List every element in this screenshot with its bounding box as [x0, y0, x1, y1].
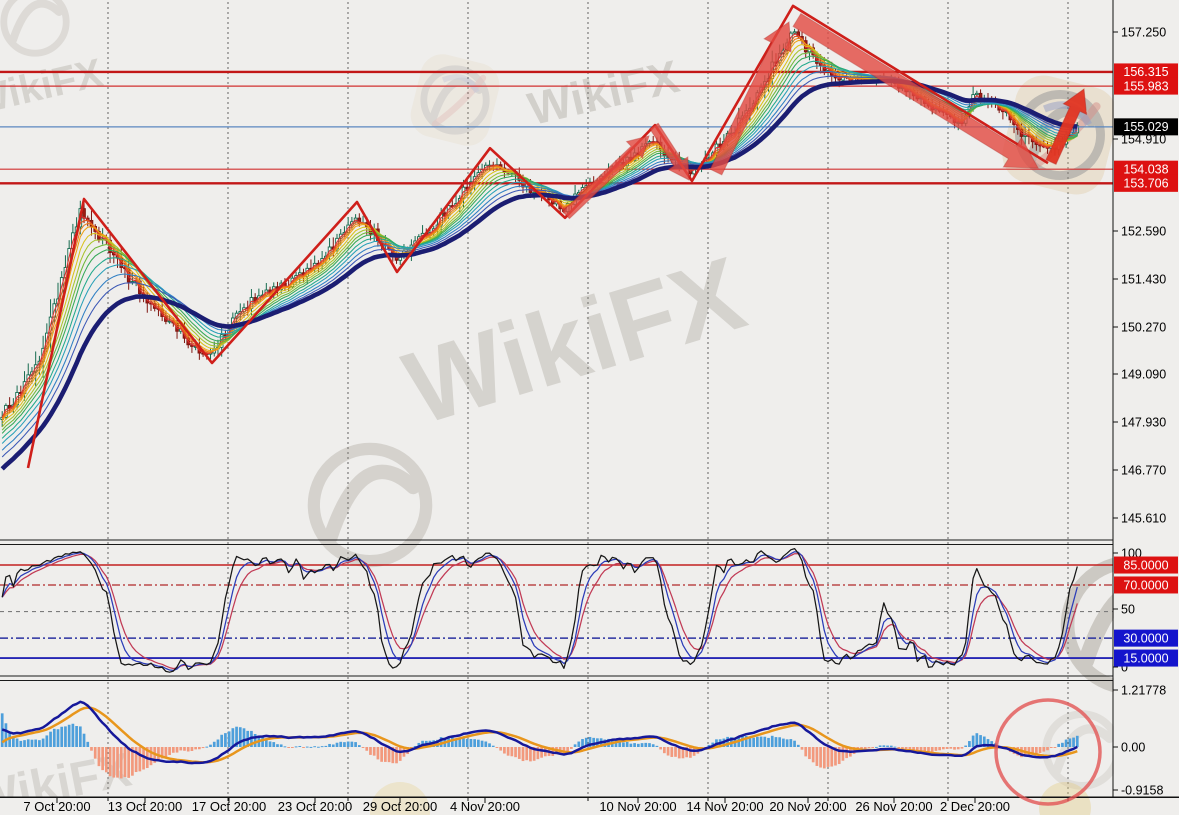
- time-axis[interactable]: 7 Oct 20:00 13 Oct 20:00 17 Oct 20:00 23 Oc…: [23, 797, 1069, 814]
- annotations-top: [994, 698, 1102, 806]
- date-label: 7 Oct 20:00: [23, 799, 90, 814]
- oscillator-level-label: 70.0000: [1123, 578, 1168, 592]
- price-box-label: 153.706: [1123, 177, 1168, 191]
- trend-arrow-up-small: [561, 135, 650, 220]
- alert-price-box: [1114, 160, 1178, 178]
- date-label: 2 Dec 20:00: [940, 799, 1010, 814]
- trend-arrow-up-final: [1045, 88, 1088, 165]
- wikifx-eagle-watermark: [307, 442, 433, 568]
- macd-lines: [1, 700, 1078, 765]
- date-label: 23 Oct 20:00: [278, 799, 352, 814]
- oscillator-level-box: [1114, 629, 1178, 647]
- oscillator-level-box: [1114, 649, 1178, 667]
- date-label: 4 Nov 20:00: [450, 799, 520, 814]
- price-axis-label: 0: [1121, 660, 1128, 674]
- oscillator-level-label: 15.0000: [1123, 651, 1168, 665]
- alert-price-box: [1114, 63, 1178, 81]
- price-axis-label: -0.9158: [1121, 783, 1163, 797]
- price-axis-label: 146.770: [1121, 463, 1166, 477]
- price-box-label: 155.029: [1123, 120, 1168, 134]
- vertical-gridlines: [107, 2, 1069, 796]
- trend-arrows: [561, 12, 1088, 220]
- price-axis-label: 147.930: [1121, 415, 1166, 429]
- price-axis-label: 152.590: [1121, 224, 1166, 238]
- price-box-label: 155.983: [1123, 79, 1168, 93]
- price-axis-label: 150.270: [1121, 320, 1166, 334]
- date-label: 10 Nov 20:00: [599, 799, 676, 814]
- price-axis-label: 151.430: [1121, 272, 1166, 286]
- trend-arrow-down-big: [792, 12, 1039, 169]
- oscillator-lines: [1, 547, 1078, 673]
- trend-arrow-down-small: [649, 122, 690, 181]
- alert-price-box: [1114, 77, 1178, 95]
- horizontal-lines: [0, 70, 1113, 185]
- price-box-label: 154.038: [1123, 162, 1168, 176]
- oscillator-level-label: 85.0000: [1123, 558, 1168, 572]
- oscillator-level-box: [1114, 576, 1178, 594]
- price-box-label: 156.315: [1123, 65, 1168, 79]
- price-axis-label: 149.090: [1121, 367, 1166, 381]
- oscillator-level-label: 30.0000: [1123, 631, 1168, 645]
- price-axis-label: 154.910: [1121, 132, 1166, 146]
- price-axis[interactable]: 157.250 154.910 152.590 151.430 150.270 149.0…: [1113, 25, 1178, 797]
- date-label: 13 Oct 20:00: [108, 799, 182, 814]
- zigzag-line: [26, 4, 1049, 469]
- bid-price-box: [1114, 118, 1178, 136]
- date-label: 17 Oct 20:00: [192, 799, 266, 814]
- alert-price-box: [1114, 174, 1178, 192]
- wikifx-eagle-watermark: [410, 54, 500, 146]
- date-label: 14 Nov 20:00: [686, 799, 763, 814]
- price-axis-label: 0.00: [1121, 740, 1145, 754]
- wikifx-eagle-watermark: [0, 0, 70, 57]
- date-label: 26 Nov 20:00: [855, 799, 932, 814]
- price-axis-label: 157.250: [1121, 25, 1166, 39]
- oscillator-level-box: [1114, 556, 1178, 574]
- date-label: 29 Oct 20:00: [363, 799, 437, 814]
- highlight-circle: [994, 698, 1102, 806]
- price-axis-label: 1.21778: [1121, 683, 1166, 697]
- trend-arrow-up-big: [709, 21, 792, 176]
- price-axis-label: 50: [1121, 602, 1135, 616]
- price-axis-label: 145.610: [1121, 511, 1166, 525]
- date-label: 20 Nov 20:00: [769, 799, 846, 814]
